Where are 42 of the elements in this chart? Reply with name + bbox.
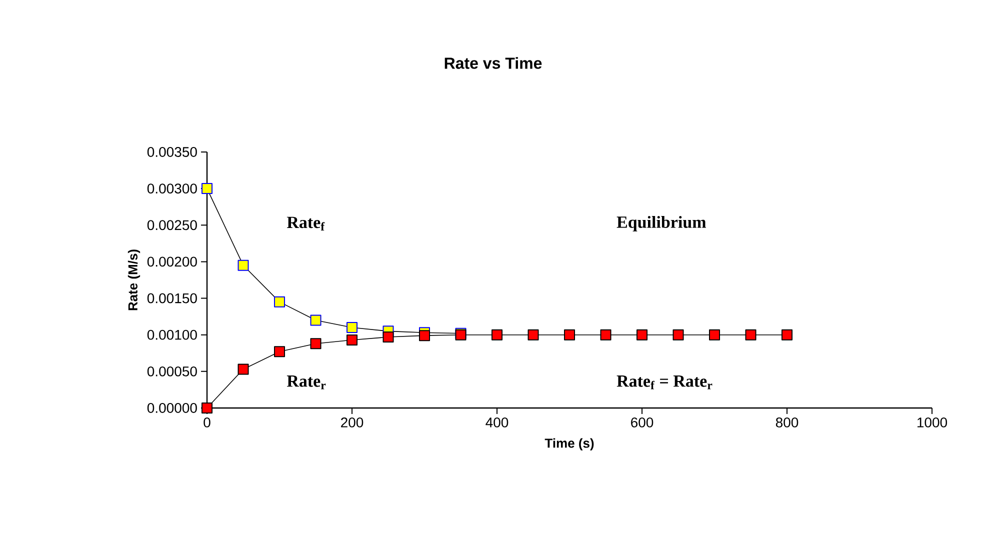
point — [310, 314, 322, 326]
y-tick-label: 0.00050 — [147, 366, 197, 376]
annotation: Rate$_{f}$ — [286, 216, 325, 231]
annotation: Rate$_{r}$ — [286, 376, 326, 390]
x-axis-title: Time (s) — [544, 438, 594, 450]
x-tick-label: 600 — [631, 418, 654, 428]
x-tick-label: 0 — [204, 418, 210, 428]
annotation: Equilibrium — [616, 216, 706, 232]
chart-title: Rate vs Time — [444, 57, 542, 69]
annotation: Rate$_{f}$ = Rate$_{r}$ — [616, 376, 712, 390]
point — [274, 346, 286, 358]
y-tick-label: 0.00000 — [147, 403, 197, 413]
y-tick-label: 0.00300 — [147, 184, 197, 194]
x-tick-label: 800 — [776, 418, 798, 428]
point — [492, 329, 503, 340]
y-tick-label: 0.00250 — [147, 220, 197, 230]
point — [202, 183, 213, 194]
point — [636, 329, 648, 340]
point — [600, 329, 612, 340]
point — [782, 329, 793, 340]
point — [238, 364, 249, 375]
x-tick-label: 400 — [486, 418, 508, 428]
y-tick-label: 0.00100 — [147, 330, 197, 340]
point — [274, 296, 286, 308]
point — [709, 329, 720, 340]
point — [346, 334, 358, 346]
point — [745, 329, 756, 340]
point — [346, 322, 358, 334]
y-axis-title: Rate (M/s) — [128, 250, 140, 310]
point — [202, 402, 213, 414]
x-tick-label: 200 — [341, 418, 364, 428]
point — [672, 329, 684, 340]
y-tick-label: 0.00150 — [147, 293, 197, 304]
point — [238, 260, 249, 271]
point — [310, 338, 322, 350]
point — [564, 329, 576, 340]
point — [419, 330, 430, 342]
point — [528, 329, 539, 340]
point — [382, 332, 394, 343]
y-tick-label: 0.00200 — [147, 256, 197, 267]
y-tick-label: 0.00350 — [147, 147, 197, 157]
x-tick-label: 1000 — [918, 418, 948, 428]
